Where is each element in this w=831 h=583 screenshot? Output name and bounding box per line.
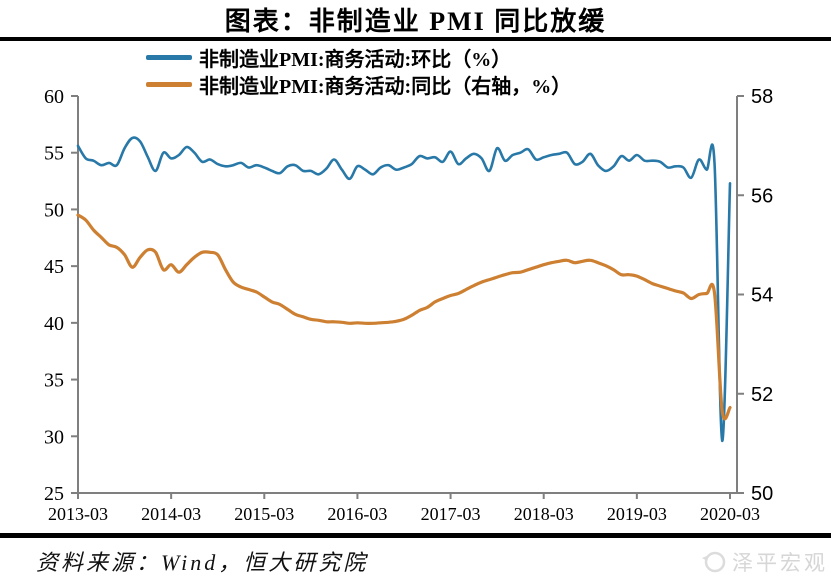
axis-tick-label: 56 <box>751 185 773 207</box>
axis-tick-label: 58 <box>751 86 773 108</box>
series-line-mom <box>76 136 732 443</box>
axis-tick-label: 2014-03 <box>141 504 201 524</box>
axis-tick-label: 2019-03 <box>607 504 667 524</box>
watermark: 泽平宏观 <box>700 547 828 577</box>
legend-line-blue <box>146 55 192 60</box>
axis-tick-label: 2013-03 <box>48 504 108 524</box>
axis-tick-label: 2015-03 <box>234 504 294 524</box>
legend-item-yoy: 非制造业PMI:商务活动:同比（右轴，%） <box>146 71 571 98</box>
axis-tick-label: 52 <box>751 384 773 406</box>
axis-tick-label: 40 <box>44 313 64 335</box>
chart-title: 图表：非制造业 PMI 同比放缓 <box>224 7 607 36</box>
legend-line-orange <box>146 82 192 87</box>
bottom-divider <box>0 533 831 538</box>
zeping-macro-logo-icon <box>700 550 726 574</box>
axis-tick-label: 35 <box>44 370 64 392</box>
source-note: 资料来源：Wind，恒大研究院 <box>36 550 369 575</box>
axis-tick-label: 2020-03 <box>700 504 760 524</box>
axis-tick-label: 2018-03 <box>514 504 574 524</box>
axis-tick-label: 50 <box>44 199 64 221</box>
series-line-yoy <box>76 213 732 421</box>
watermark-text: 泽平宏观 <box>732 552 828 575</box>
chart-legend: 非制造业PMI:商务活动:环比（%） 非制造业PMI:商务活动:同比（右轴，%） <box>146 44 571 98</box>
legend-label-mom: 非制造业PMI:商务活动:环比（%） <box>199 49 512 71</box>
legend-item-mom: 非制造业PMI:商务活动:环比（%） <box>146 44 571 71</box>
legend-label-yoy: 非制造业PMI:商务活动:同比（右轴，%） <box>199 76 572 98</box>
axis-tick-label: 30 <box>44 426 64 448</box>
axis-tick-label: 60 <box>44 86 64 108</box>
axis-tick-label: 45 <box>44 256 64 278</box>
top-divider <box>0 37 831 41</box>
axis-tick-label: 54 <box>751 285 773 307</box>
axis-tick-label: 2016-03 <box>327 504 387 524</box>
axis-tick-label: 50 <box>751 483 773 505</box>
axis-tick-label: 25 <box>44 483 64 505</box>
axis-tick-label: 55 <box>44 143 64 165</box>
axis-tick-label: 2017-03 <box>421 504 481 524</box>
